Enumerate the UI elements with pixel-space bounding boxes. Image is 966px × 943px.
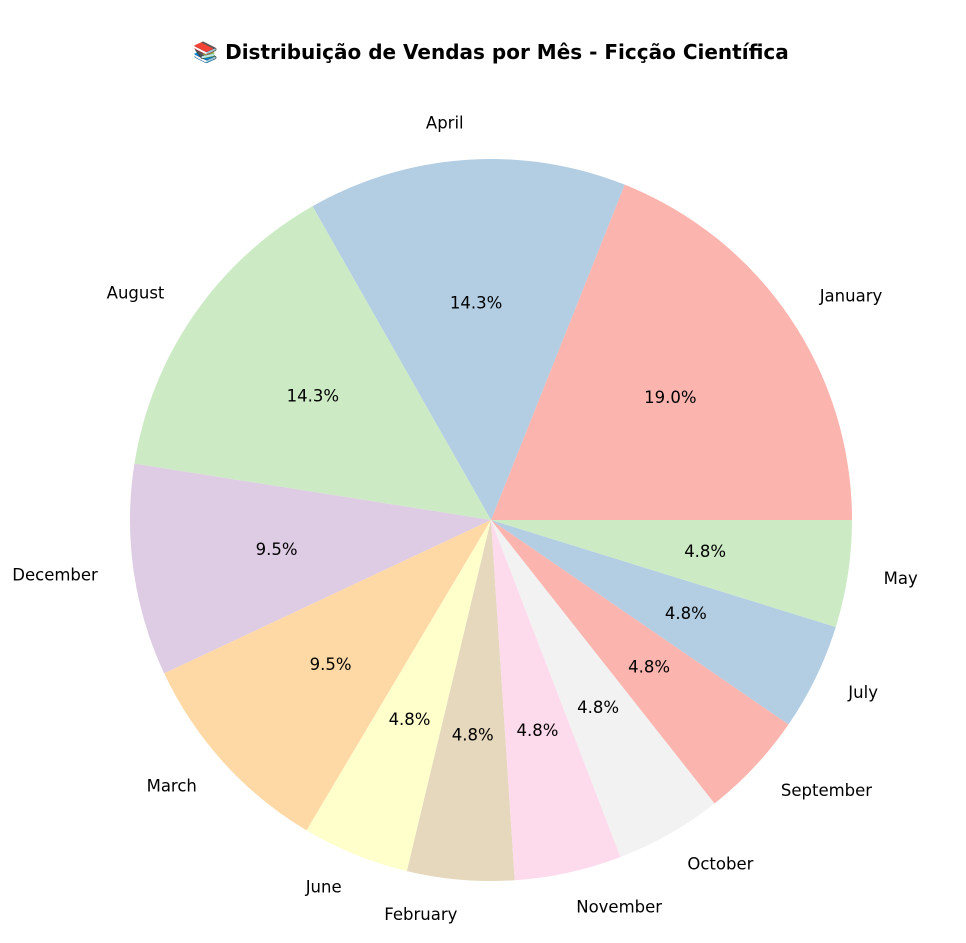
slice-label-february: February (384, 905, 457, 924)
slice-pct-may: 4.8% (684, 542, 726, 561)
slice-label-january: January (819, 287, 883, 306)
slice-pct-march: 9.5% (310, 655, 352, 674)
pie-slice-december (130, 463, 491, 674)
slice-label-december: December (12, 565, 98, 584)
chart-title: 📚 Distribuição de Vendas por Mês - Ficçã… (193, 40, 789, 64)
slice-pct-september: 4.8% (628, 658, 670, 677)
slice-label-august: August (107, 284, 165, 303)
pie-slice-february (406, 520, 515, 881)
pie-slice-march (164, 520, 491, 831)
slice-pct-august: 14.3% (287, 386, 339, 405)
pie-slices (130, 159, 852, 881)
slice-label-july: July (847, 683, 878, 702)
slice-pct-october: 4.8% (577, 698, 619, 717)
slice-pct-november: 4.8% (517, 721, 559, 740)
slice-label-september: September (781, 781, 872, 800)
slice-pct-december: 9.5% (256, 540, 298, 559)
slice-label-june: June (305, 877, 342, 896)
slice-pct-january: 19.0% (644, 388, 696, 407)
pie-slice-january (491, 184, 852, 520)
percentage-labels: 19.0% 14.3% 14.3% 9.5% 9.5% 4.8% 4.8% 4.8% 4.8% 4… (256, 293, 727, 744)
slice-pct-april: 14.3% (450, 293, 502, 312)
slice-labels: January April August December March June Febru… (12, 113, 918, 924)
slice-pct-february: 4.8% (452, 725, 494, 744)
slice-label-april: April (426, 113, 464, 132)
slice-label-october: October (687, 855, 753, 874)
slice-pct-july: 4.8% (665, 604, 707, 623)
slice-pct-june: 4.8% (389, 710, 431, 729)
pie-slice-july (491, 520, 836, 725)
slice-label-march: March (147, 776, 197, 795)
pie-slice-august (134, 206, 491, 520)
slice-label-november: November (576, 897, 662, 916)
pie-slice-september (491, 520, 789, 804)
pie-slice-october (491, 520, 715, 857)
pie-slice-may (491, 520, 852, 628)
pie-slice-november (491, 520, 621, 881)
pie-slice-april (312, 159, 625, 521)
pie-slice-june (306, 520, 491, 872)
slice-label-may: May (884, 569, 918, 588)
